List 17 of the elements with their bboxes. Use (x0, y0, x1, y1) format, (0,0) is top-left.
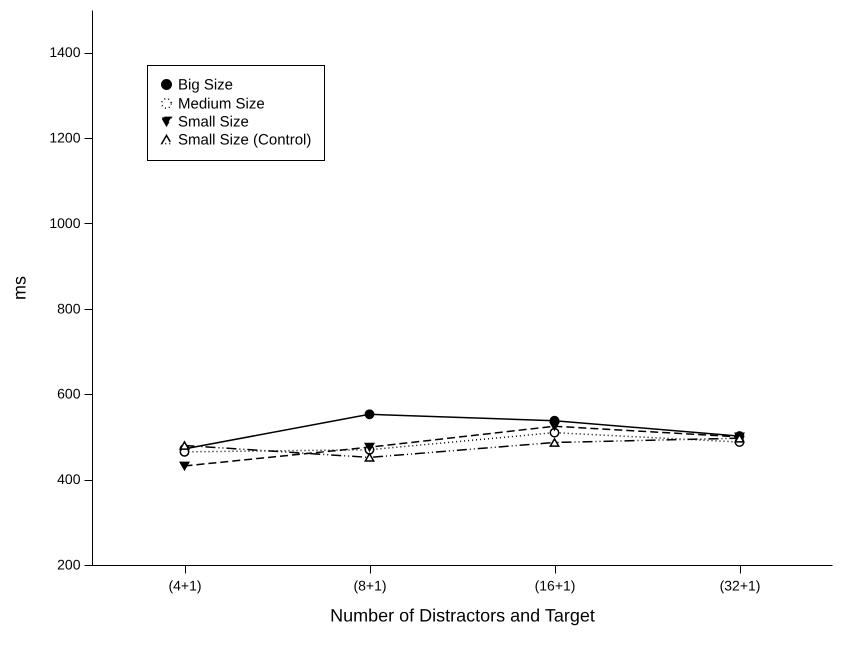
x-axis-title: Number of Distractors and Target (330, 606, 595, 626)
legend-label: Small Size (178, 114, 249, 130)
legend-label: Big Size (178, 76, 234, 94)
y-tick-label: 1000 (49, 214, 81, 231)
y-tick-label: 1400 (49, 44, 81, 60)
y-tick-label: 800 (57, 300, 81, 316)
x-tick-label: (8+1) (353, 578, 387, 594)
y-tick-label: 400 (57, 471, 81, 488)
legend-label: Medium Size (178, 96, 265, 112)
x-tick-label: (4+1) (168, 578, 202, 594)
y-tick-label: 1200 (49, 130, 81, 146)
x-tick-label: (32+1) (720, 578, 760, 594)
y-axis-title: ms (9, 276, 30, 300)
x-tick-label: (16+1) (534, 578, 576, 594)
y-tick-label: 200 (57, 556, 81, 572)
legend-label: Small Size (Control) (178, 132, 312, 148)
y-tick-label: 600 (57, 386, 81, 402)
